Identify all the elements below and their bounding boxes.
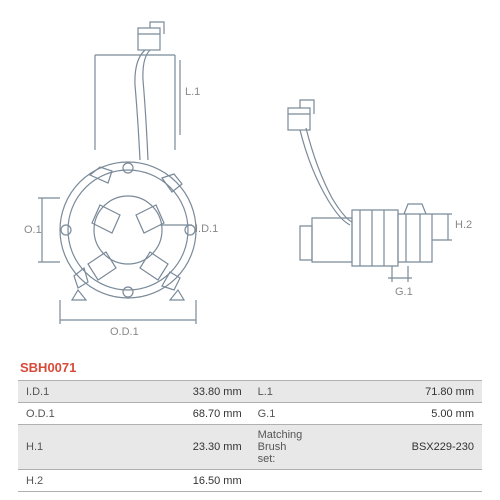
dim-label-l1: L.1 <box>185 86 200 98</box>
spec-label: I.D.1 <box>18 381 78 403</box>
spec-row: H.216.50 mm <box>18 470 482 492</box>
dim-label-od1: O.D.1 <box>110 326 139 338</box>
spec-value: 5.00 mm <box>310 403 482 425</box>
dim-label-o1: O.1 <box>24 224 42 236</box>
dim-label-id1: I.D.1 <box>195 223 218 235</box>
technical-drawing-area: L.1 O.1 I.D.1 O.D.1 H.2 G.1 <box>0 0 500 350</box>
spec-label: H.1 <box>18 425 78 470</box>
spec-label: Matching Brush set: <box>250 425 311 470</box>
spec-value: BSX229-230 <box>310 425 482 470</box>
drawing-svg: L.1 O.1 I.D.1 O.D.1 H.2 G.1 <box>0 0 500 350</box>
dim-label-h2: H.2 <box>455 219 472 231</box>
spec-row: O.D.168.70 mmG.15.00 mm <box>18 403 482 425</box>
spec-label: H.2 <box>18 470 78 492</box>
spec-row: I.D.133.80 mmL.171.80 mm <box>18 381 482 403</box>
spec-value: 23.30 mm <box>78 425 250 470</box>
spec-value: 16.50 mm <box>78 470 250 492</box>
dim-label-g1: G.1 <box>395 286 413 298</box>
spec-label: O.D.1 <box>18 403 78 425</box>
spec-label: L.1 <box>250 381 311 403</box>
spec-table: I.D.133.80 mmL.171.80 mmO.D.168.70 mmG.1… <box>18 380 482 492</box>
spec-value: 68.70 mm <box>78 403 250 425</box>
part-number: SBH0071 <box>20 360 76 375</box>
spec-value: 71.80 mm <box>310 381 482 403</box>
spec-value <box>310 470 482 492</box>
spec-label: G.1 <box>250 403 311 425</box>
spec-row: H.123.30 mmMatching Brush set:BSX229-230 <box>18 425 482 470</box>
spec-value: 33.80 mm <box>78 381 250 403</box>
spec-label <box>250 470 311 492</box>
